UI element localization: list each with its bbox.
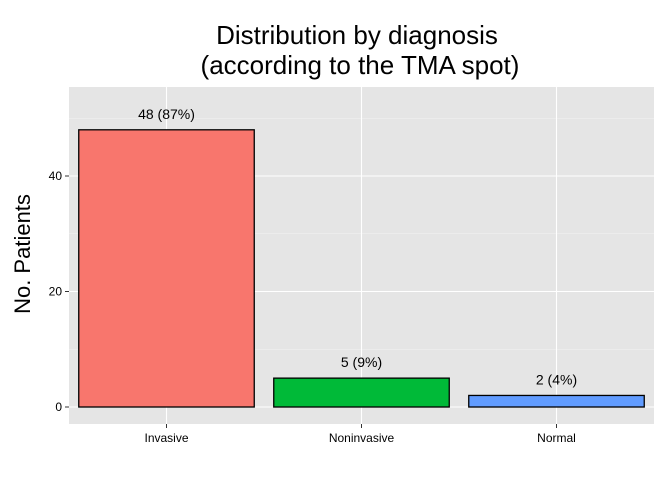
x-tick-label: Normal [537,431,576,445]
plot-panel: 48 (87%) 5 (9%) 2 (4%) 0 20 40 Invasive Noninva… [49,87,654,445]
y-tick-label: 20 [49,285,63,299]
y-tick-label: 0 [55,400,62,414]
data-label: 48 (87%) [138,106,195,122]
y-axis-title: No. Patients [10,194,35,314]
bar-invasive [78,129,255,408]
bar-noninvasive [273,377,450,408]
x-tick-label: Invasive [144,431,188,445]
chart-title-line-1: Distribution by diagnosis [216,20,498,50]
x-tick-label: Noninvasive [329,431,395,445]
chart-title-line-2: (according to the TMA spot) [201,50,520,80]
data-label: 5 (9%) [341,354,382,370]
y-tick-label: 40 [49,169,63,183]
data-label: 2 (4%) [536,371,577,387]
bar-normal [468,394,645,408]
